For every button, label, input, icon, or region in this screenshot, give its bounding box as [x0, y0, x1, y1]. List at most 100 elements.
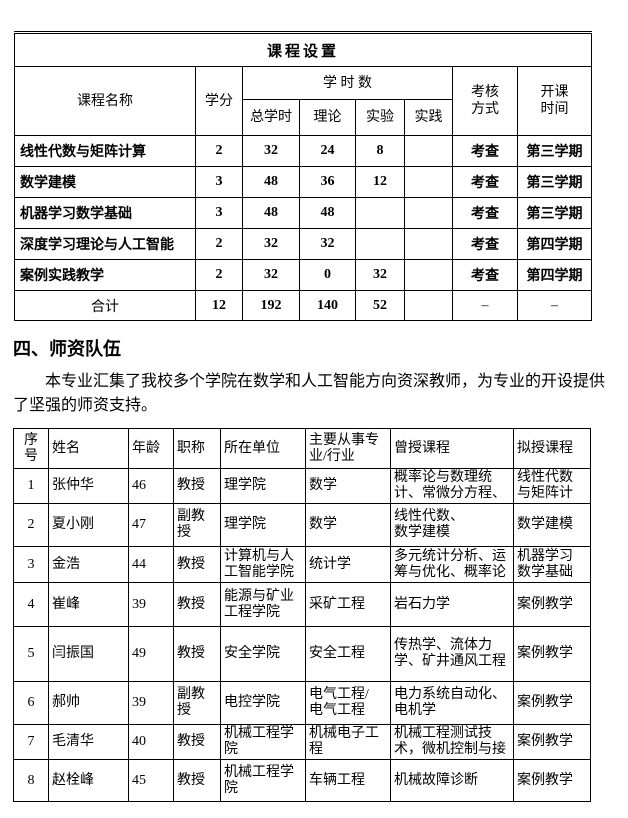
course-value-cell: 第三学期 [516, 135, 593, 167]
faculty-index-cell: 3 [13, 546, 49, 583]
course-value-cell: 32 [355, 259, 405, 291]
faculty-table-body: 1 张仲华 46 教授 理学院 数学 概率论与数理统 计、常微分方程、 线性代数 与矩阵计 2 夏… [13, 468, 591, 802]
faculty-value-cell: 数学建模 [513, 503, 591, 547]
faculty-value-cell: 赵栓峰 [48, 759, 129, 802]
faculty-value-cell: 电气工程/ 电气工程 [305, 681, 391, 725]
course-name-cell: 深度学习理论与人工智能 [14, 228, 196, 260]
faculty-value-cell: 机械工程测试技 术，微机控制与接 [390, 724, 514, 760]
faculty-value-cell: 安全学院 [220, 626, 306, 682]
faculty-value-cell: 教授 [173, 724, 221, 760]
faculty-row: 4 崔峰 39 教授 能源与矿业 工程学院 采矿工程 岩石力学 案例教学 [13, 582, 591, 627]
faculty-row: 7 毛清华 40 教授 机械工程学 院机械电子工 程机械工程测试技 术，微机控制与接 案例… [13, 724, 591, 760]
course-row: 案例实践教学 2 32 0 32 考查 第四学期 [14, 259, 593, 291]
faculty-value-cell: 案例教学 [513, 626, 591, 682]
faculty-header-cell: 序 号 [13, 428, 49, 469]
faculty-row: 2 夏小刚 47 副教授 理学院 数学 线性代数、 数学建模 数学建模 [13, 503, 591, 547]
faculty-header-cell: 主要从事专 业/行业 [305, 428, 391, 469]
faculty-index-cell: 6 [13, 681, 49, 725]
course-value-cell [404, 197, 453, 229]
header-credits: 学分 [195, 66, 243, 136]
faculty-header-cell: 所在单位 [220, 428, 306, 469]
course-value-cell: 48 [242, 197, 300, 229]
faculty-value-cell: 郝帅 [48, 681, 129, 725]
course-row: 数学建模 3 48 36 12 考查 第三学期 [14, 166, 593, 198]
course-table: 课程设置 课程名称 学分 学 时 数 考核 方式 开课 时间 总学时 理论 实验… [13, 31, 593, 321]
faculty-value-cell: 车辆工程 [305, 759, 391, 802]
course-total-cell: 140 [299, 290, 356, 321]
faculty-index-cell: 7 [13, 724, 49, 760]
faculty-header-cell: 曾授课程 [390, 428, 514, 469]
course-total-cell: – [516, 290, 593, 321]
course-value-cell: 32 [299, 228, 356, 260]
faculty-value-cell: 线性代数 与矩阵计 [513, 468, 591, 504]
faculty-value-cell: 岩石力学 [390, 582, 514, 627]
course-table-title: 课程设置 [13, 32, 593, 67]
faculty-value-cell: 线性代数、 数学建模 [390, 503, 514, 547]
course-value-cell [404, 135, 453, 167]
course-value-cell: 考查 [452, 197, 518, 229]
course-value-cell: 48 [299, 197, 356, 229]
faculty-header-cell: 职称 [173, 428, 221, 469]
course-total-cell: 192 [242, 290, 300, 321]
faculty-value-cell: 44 [128, 546, 174, 583]
faculty-value-cell: 闫振国 [48, 626, 129, 682]
intro-paragraph: 本专业汇集了我校多个学院在数学和人工智能方向资深教师，为专业的开设提供了坚强的师… [13, 373, 606, 414]
course-value-cell: 2 [195, 135, 243, 167]
course-table-title-row: 课程设置 [13, 32, 593, 67]
faculty-value-cell: 崔峰 [48, 582, 129, 627]
course-total-row: 合计 12 192 140 52 – – [14, 290, 593, 321]
course-total-cell: 52 [355, 290, 405, 321]
course-total-cell: 合计 [14, 290, 196, 321]
faculty-value-cell: 毛清华 [48, 724, 129, 760]
faculty-value-cell: 教授 [173, 759, 221, 802]
course-row: 机器学习数学基础 3 48 48 考查 第三学期 [14, 197, 593, 229]
course-value-cell: 2 [195, 259, 243, 291]
faculty-row: 8 赵栓峰 45 教授 机械工程学 院车辆工程 机械故障诊断 案例教学 [13, 759, 591, 802]
course-total-cell: – [452, 290, 518, 321]
course-value-cell: 考查 [452, 135, 518, 167]
faculty-value-cell: 机械故障诊断 [390, 759, 514, 802]
course-value-cell [355, 228, 405, 260]
faculty-value-cell: 副教授 [173, 681, 221, 725]
course-value-cell: 考查 [452, 166, 518, 198]
faculty-value-cell: 采矿工程 [305, 582, 391, 627]
faculty-value-cell: 45 [128, 759, 174, 802]
faculty-value-cell: 机器学习 数学基础 [513, 546, 591, 583]
faculty-value-cell: 统计学 [305, 546, 391, 583]
faculty-value-cell: 多元统计分析、运 筹与优化、概率论 [390, 546, 514, 583]
faculty-row: 5 闫振国 49 教授 安全学院 安全工程 传热学、流体力 学、矿井通风工程 案例教学 [13, 626, 591, 682]
faculty-value-cell: 40 [128, 724, 174, 760]
course-name-cell: 机器学习数学基础 [14, 197, 196, 229]
faculty-table: 序 号姓名 年龄 职称 所在单位 主要从事专 业/行业 曾授课程 拟授课程 1 张仲华 46 教授… [13, 428, 591, 802]
course-table-head: 课程设置 课程名称 学分 学 时 数 考核 方式 开课 时间 总学时 理论 实验… [13, 32, 593, 136]
faculty-value-cell: 计算机与人 工智能学院 [220, 546, 306, 583]
header-hours-group: 学 时 数 [242, 66, 453, 100]
course-value-cell: 第三学期 [516, 166, 593, 198]
course-value-cell [404, 259, 453, 291]
header-theory: 理论 [299, 99, 356, 136]
course-value-cell [355, 197, 405, 229]
header-practice: 实践 [404, 99, 453, 136]
faculty-row: 1 张仲华 46 教授 理学院 数学 概率论与数理统 计、常微分方程、 线性代数 与矩阵计 [13, 468, 591, 504]
faculty-value-cell: 46 [128, 468, 174, 504]
faculty-value-cell: 案例教学 [513, 681, 591, 725]
course-value-cell [404, 166, 453, 198]
faculty-value-cell: 教授 [173, 626, 221, 682]
faculty-row: 6 郝帅 39 副教授 电控学院 电气工程/ 电气工程 电力系统自动化、 电机学 案例教学 [13, 681, 591, 725]
faculty-value-cell: 机械工程学 院 [220, 759, 306, 802]
course-name-cell: 数学建模 [14, 166, 196, 198]
faculty-header-cell: 拟授课程 [513, 428, 591, 469]
course-value-cell: 24 [299, 135, 356, 167]
course-value-cell: 32 [242, 228, 300, 260]
course-value-cell: 32 [242, 259, 300, 291]
faculty-value-cell: 47 [128, 503, 174, 547]
faculty-value-cell: 理学院 [220, 468, 306, 504]
faculty-value-cell: 39 [128, 582, 174, 627]
faculty-value-cell: 概率论与数理统 计、常微分方程、 [390, 468, 514, 504]
faculty-row: 3 金浩 44 教授 计算机与人 工智能学院 统计学 多元统计分析、运 筹与优化、概率论 机器… [13, 546, 591, 583]
faculty-value-cell: 电力系统自动化、 电机学 [390, 681, 514, 725]
header-experiment: 实验 [355, 99, 405, 136]
faculty-value-cell: 机械工程学 院 [220, 724, 306, 760]
faculty-value-cell: 案例教学 [513, 582, 591, 627]
faculty-value-cell: 金浩 [48, 546, 129, 583]
